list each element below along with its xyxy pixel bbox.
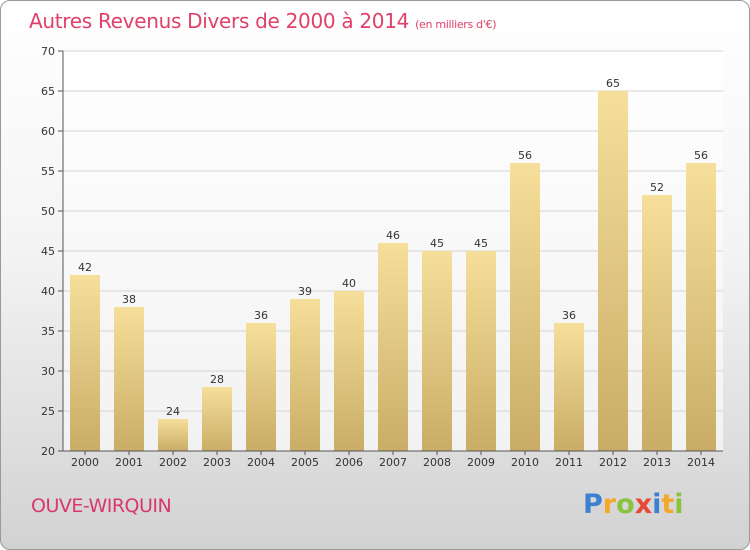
- y-axis: 20 25 30 35 40 45 50 55 60 65 70: [41, 45, 63, 458]
- chart-title: Autres Revenus Divers de 2000 à 2014 (en …: [29, 9, 497, 33]
- bar-value-label: 36: [254, 309, 268, 322]
- x-tick-label: 2012: [599, 456, 627, 469]
- y-tick-label: 55: [41, 165, 55, 178]
- bar-2014: [686, 163, 716, 451]
- logo-letter: x: [634, 489, 653, 520]
- bar-2005: [290, 299, 320, 451]
- y-tick-label: 45: [41, 245, 55, 258]
- x-tick-label: 2013: [643, 456, 671, 469]
- bar-value-label: 38: [122, 293, 136, 306]
- bar-2004: [246, 323, 276, 451]
- chart-subtitle: (en milliers d'€): [415, 18, 497, 31]
- x-tick-label: 2005: [291, 456, 319, 469]
- x-tick-label: 2006: [335, 456, 363, 469]
- x-axis: 2000 2001 2002 2003 2004 2005 2006 2007 2008 2009…: [71, 451, 715, 469]
- bar-2001: [114, 307, 144, 451]
- logo-letter: t: [661, 489, 675, 520]
- x-tick-label: 2014: [687, 456, 715, 469]
- logo-letter: P: [583, 489, 603, 520]
- x-tick-label: 2011: [555, 456, 583, 469]
- proxiti-logo: Proxiti: [583, 489, 684, 520]
- x-tick-label: 2000: [71, 456, 99, 469]
- bar-2012: [598, 91, 628, 451]
- bar-2007: [378, 243, 408, 451]
- x-tick-label: 2007: [379, 456, 407, 469]
- bar-value-label: 45: [474, 237, 488, 250]
- y-tick-label: 35: [41, 325, 55, 338]
- y-tick-label: 65: [41, 85, 55, 98]
- logo-letter: r: [602, 489, 617, 520]
- y-tick-label: 60: [41, 125, 55, 138]
- x-tick-label: 2009: [467, 456, 495, 469]
- bar-value-label: 52: [650, 181, 664, 194]
- bar-value-label: 39: [298, 285, 312, 298]
- bars: 42 38 24 28 36 39 40 46 45 45 56 36 65 52 56: [70, 77, 716, 451]
- bar-value-label: 65: [606, 77, 620, 90]
- bar-value-label: 40: [342, 277, 356, 290]
- logo-letter: o: [616, 489, 635, 520]
- bar-2009: [466, 251, 496, 451]
- bar-value-label: 24: [166, 405, 180, 418]
- x-tick-label: 2003: [203, 456, 231, 469]
- bar-2011: [554, 323, 584, 451]
- bar-2010: [510, 163, 540, 451]
- y-tick-label: 50: [41, 205, 55, 218]
- bar-2008: [422, 251, 452, 451]
- bar-2000: [70, 275, 100, 451]
- x-tick-label: 2002: [159, 456, 187, 469]
- bar-value-label: 36: [562, 309, 576, 322]
- x-tick-label: 2008: [423, 456, 451, 469]
- bar-value-label: 45: [430, 237, 444, 250]
- y-tick-label: 30: [41, 365, 55, 378]
- bar-2006: [334, 291, 364, 451]
- y-tick-label: 25: [41, 405, 55, 418]
- bar-2002: [158, 419, 188, 451]
- bar-value-label: 56: [518, 149, 532, 162]
- location-name: OUVE-WIRQUIN: [31, 495, 172, 517]
- bar-value-label: 56: [694, 149, 708, 162]
- bar-value-label: 42: [78, 261, 92, 274]
- x-tick-label: 2001: [115, 456, 143, 469]
- y-tick-label: 40: [41, 285, 55, 298]
- y-tick-label: 20: [41, 445, 55, 458]
- y-tick-label: 70: [41, 45, 55, 58]
- x-tick-label: 2010: [511, 456, 539, 469]
- logo-letter: i: [652, 489, 662, 520]
- x-tick-label: 2004: [247, 456, 275, 469]
- bar-2013: [642, 195, 672, 451]
- bar-2003: [202, 387, 232, 451]
- logo-letter: i: [674, 489, 684, 520]
- bar-value-label: 28: [210, 373, 224, 386]
- chart-title-text: Autres Revenus Divers de 2000 à 2014: [29, 9, 410, 33]
- bar-value-label: 46: [386, 229, 400, 242]
